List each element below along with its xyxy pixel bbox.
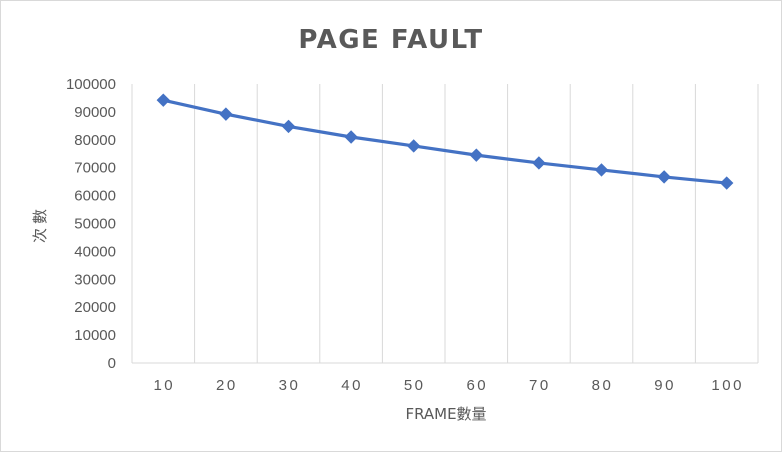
data-point-marker <box>469 148 484 162</box>
x-tick-label: 40 <box>341 377 363 394</box>
series <box>156 93 734 190</box>
gridlines <box>194 84 759 363</box>
x-tick-label: 30 <box>279 377 301 394</box>
y-axis-label: 次數 <box>31 205 49 243</box>
y-tick-label: 100000 <box>66 76 116 93</box>
x-tick-label: 90 <box>654 377 676 394</box>
y-tick-label: 60000 <box>74 188 116 205</box>
data-point-marker <box>719 176 734 190</box>
y-tick-label: 0 <box>108 355 116 372</box>
x-axis-label: FRAME數量 <box>405 405 486 423</box>
y-tick-label: 50000 <box>74 216 116 233</box>
series-line <box>161 98 729 185</box>
data-point-marker <box>406 139 421 153</box>
data-point-marker <box>344 130 358 144</box>
y-tick-label: 70000 <box>74 160 116 177</box>
y-tick-label: 10000 <box>74 327 116 344</box>
x-tick-label: 60 <box>466 377 488 394</box>
data-point-marker <box>281 119 296 134</box>
x-axis-ticks: 10 20 30 40 50 60 70 80 90 100 <box>153 377 744 394</box>
data-point-marker <box>156 93 171 107</box>
data-point-marker <box>657 170 671 184</box>
y-axis-ticks: 0 10000 20000 30000 40000 50000 60000 70000 8000… <box>66 76 116 372</box>
x-tick-label: 50 <box>404 377 426 394</box>
x-tick-label: 100 <box>711 377 744 394</box>
axes <box>131 84 758 364</box>
data-point-marker <box>594 163 609 177</box>
x-tick-label: 20 <box>216 377 238 394</box>
data-point-marker <box>219 107 233 121</box>
y-tick-label: 80000 <box>74 132 116 149</box>
x-tick-label: 80 <box>592 377 614 394</box>
y-tick-label: 20000 <box>74 299 116 316</box>
y-tick-label: 30000 <box>74 271 116 288</box>
x-tick-label: 10 <box>153 377 175 394</box>
y-tick-label: 40000 <box>74 243 116 260</box>
y-tick-label: 90000 <box>74 104 116 121</box>
chart-title: PAGE FAULT <box>298 25 483 55</box>
x-tick-label: 70 <box>529 377 551 394</box>
data-point-marker <box>532 156 546 170</box>
